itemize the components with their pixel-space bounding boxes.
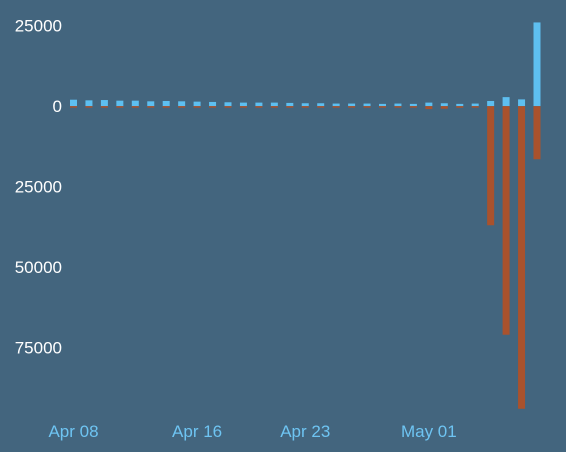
positive-bar (116, 100, 124, 107)
negative-bar (224, 106, 232, 108)
negative-bar (116, 106, 124, 108)
positive-bar (425, 102, 433, 107)
positive-bar (518, 99, 526, 107)
y-tick-label: 50000 (15, 258, 62, 277)
negative-bar (332, 106, 340, 108)
positive-bar (456, 103, 464, 107)
negative-bar (348, 106, 356, 108)
negative-bar (70, 106, 77, 108)
negative-bar (286, 106, 294, 108)
negative-bar (471, 106, 479, 108)
positive-bar (70, 99, 77, 107)
negative-bar (487, 106, 495, 226)
positive-bar (471, 103, 479, 107)
negative-bar (394, 106, 402, 108)
positive-bar (255, 102, 263, 107)
negative-bar (162, 106, 170, 108)
positive-bar (178, 101, 186, 107)
negative-bar (209, 106, 217, 108)
negative-bar (301, 106, 309, 108)
positive-bar (100, 100, 108, 107)
negative-bar (239, 106, 247, 108)
negative-bar (409, 106, 417, 108)
positive-bar (440, 103, 448, 107)
positive-bar (487, 100, 495, 107)
x-tick-label: Apr 23 (280, 422, 330, 441)
positive-bar (147, 101, 155, 107)
x-tick-label: Apr 08 (48, 422, 98, 441)
positive-bar (224, 102, 232, 107)
negative-bar (456, 106, 464, 108)
negative-bar (379, 106, 386, 108)
negative-bar (440, 106, 448, 109)
negative-bar (317, 106, 325, 108)
negative-bar (193, 106, 201, 108)
y-tick-label: 0 (53, 97, 62, 116)
positive-bar (162, 100, 170, 107)
y-tick-label: 25000 (15, 178, 62, 197)
negative-bar (518, 106, 526, 409)
x-tick-label: Apr 16 (172, 422, 222, 441)
positive-bar (332, 103, 340, 107)
negative-bar (178, 106, 186, 108)
y-tick-label: 25000 (15, 17, 62, 36)
positive-bar (348, 103, 356, 107)
negative-bar (270, 106, 278, 108)
positive-bar (286, 102, 294, 107)
negative-bar (85, 106, 93, 108)
negative-bar (255, 106, 263, 108)
negative-bar (147, 106, 155, 108)
positive-bar (193, 101, 201, 107)
positive-bar (533, 22, 541, 107)
positive-bar (301, 103, 309, 107)
positive-bar (239, 102, 247, 107)
y-tick-label: 75000 (15, 339, 62, 358)
positive-bar (502, 97, 510, 107)
negative-bar (533, 106, 541, 160)
negative-bar (502, 106, 510, 335)
negative-bar (425, 106, 433, 110)
negative-bar (100, 106, 108, 108)
positive-bar (209, 101, 217, 107)
positive-bar (379, 103, 386, 107)
positive-bar (394, 103, 402, 107)
positive-bar (131, 100, 139, 107)
negative-bar (131, 106, 139, 108)
positive-bar (85, 100, 93, 107)
positive-bar (317, 103, 325, 107)
positive-bar (363, 103, 371, 107)
positive-bar (409, 103, 417, 107)
x-tick-label: May 01 (401, 422, 457, 441)
negative-bar (363, 106, 371, 108)
positive-bar (270, 102, 278, 107)
